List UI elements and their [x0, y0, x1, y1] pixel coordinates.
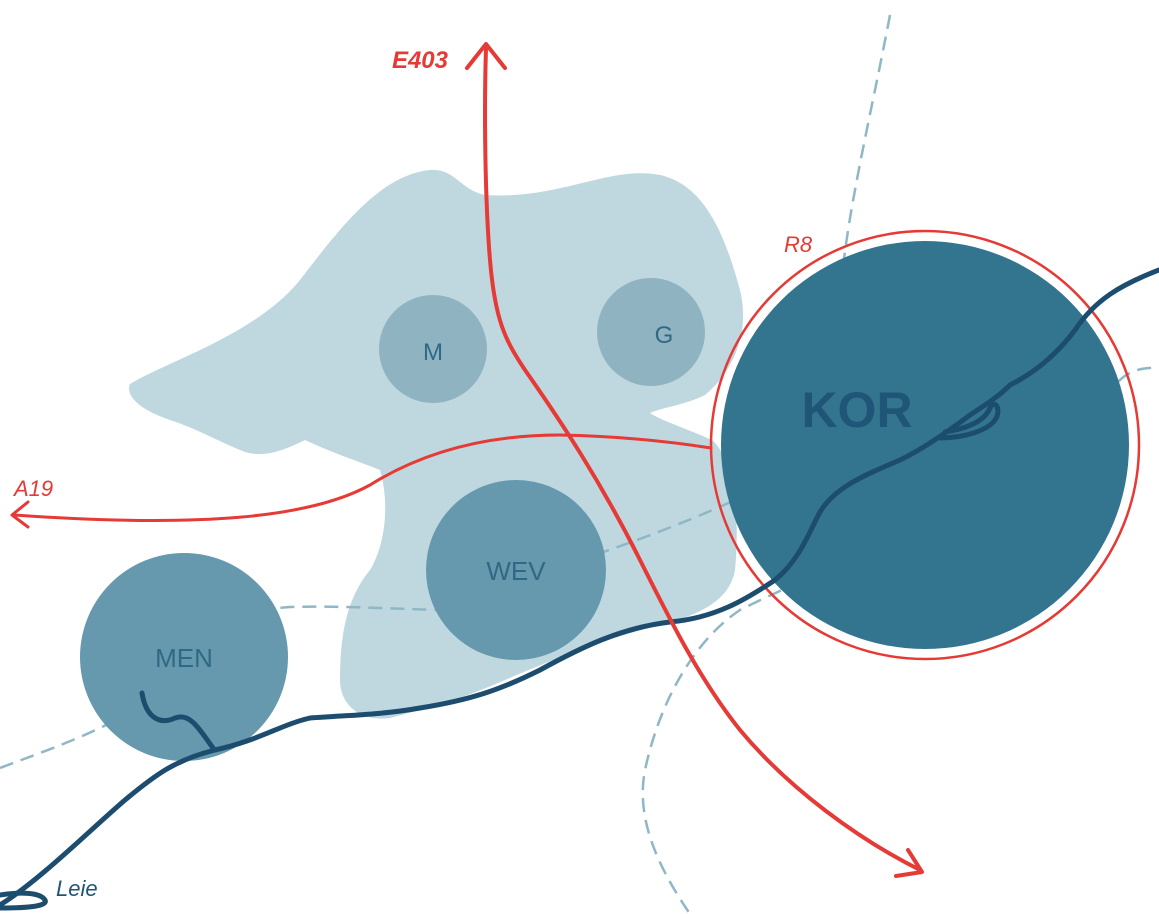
- r8-ring-road: [709, 229, 1141, 661]
- city-label-g: G: [655, 322, 674, 349]
- city-circle-wev: [426, 480, 606, 660]
- city-label-wev: WEV: [486, 556, 546, 586]
- road-label-e403: E403: [392, 47, 449, 74]
- road-a19: [10, 433, 713, 529]
- city-circle-m: [379, 295, 487, 403]
- river-loop-kor: [937, 401, 1001, 441]
- city-label-men: MEN: [155, 643, 213, 673]
- e403-line: [483, 46, 922, 872]
- road-label-a19: A19: [12, 476, 53, 501]
- river-start-loop: [0, 890, 48, 911]
- river-label-leie: Leie: [56, 876, 98, 901]
- city-circle-men: [80, 553, 288, 761]
- road-e403: [465, 42, 924, 878]
- city-label-kor: KOR: [801, 382, 912, 438]
- city-label-m: M: [423, 339, 443, 366]
- city-circle-g: [597, 278, 705, 386]
- a19-line: [12, 433, 713, 522]
- a19-arrowhead: [10, 500, 30, 529]
- e403-arrowhead-north: [465, 42, 507, 70]
- road-label-r8: R8: [784, 232, 813, 257]
- river-meander-men: [139, 690, 216, 751]
- e403-arrowhead-south: [894, 848, 924, 878]
